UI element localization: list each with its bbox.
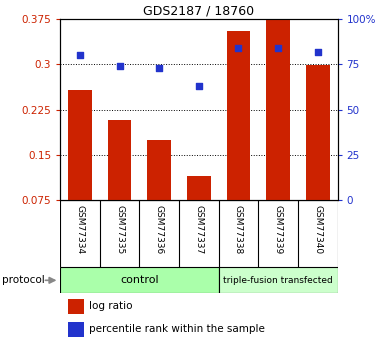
Bar bbox=[108, 120, 132, 200]
Bar bbox=[306, 66, 330, 200]
Bar bbox=[68, 322, 84, 337]
Point bbox=[77, 52, 83, 58]
Text: control: control bbox=[120, 275, 159, 285]
Text: GSM77340: GSM77340 bbox=[313, 206, 322, 255]
Bar bbox=[147, 140, 171, 200]
Text: triple-fusion transfected: triple-fusion transfected bbox=[223, 276, 333, 285]
Bar bbox=[60, 267, 219, 293]
Text: GSM77336: GSM77336 bbox=[155, 206, 164, 255]
Text: protocol: protocol bbox=[2, 275, 45, 285]
Point bbox=[196, 83, 202, 89]
Point bbox=[236, 45, 242, 51]
Title: GDS2187 / 18760: GDS2187 / 18760 bbox=[143, 5, 255, 18]
Bar bbox=[227, 31, 250, 200]
Bar bbox=[266, 19, 290, 200]
Text: percentile rank within the sample: percentile rank within the sample bbox=[89, 325, 265, 334]
Point bbox=[315, 49, 321, 54]
Bar bbox=[187, 176, 211, 200]
Bar bbox=[219, 267, 338, 293]
Point bbox=[275, 45, 281, 51]
Text: GSM77337: GSM77337 bbox=[194, 206, 203, 255]
Text: GSM77335: GSM77335 bbox=[115, 206, 124, 255]
Point bbox=[116, 63, 123, 69]
Point bbox=[156, 65, 162, 71]
Text: GSM77334: GSM77334 bbox=[75, 206, 85, 255]
Text: log ratio: log ratio bbox=[89, 301, 133, 311]
Text: GSM77338: GSM77338 bbox=[234, 206, 243, 255]
Text: GSM77339: GSM77339 bbox=[274, 206, 282, 255]
Bar bbox=[68, 299, 84, 314]
Bar bbox=[68, 90, 92, 200]
